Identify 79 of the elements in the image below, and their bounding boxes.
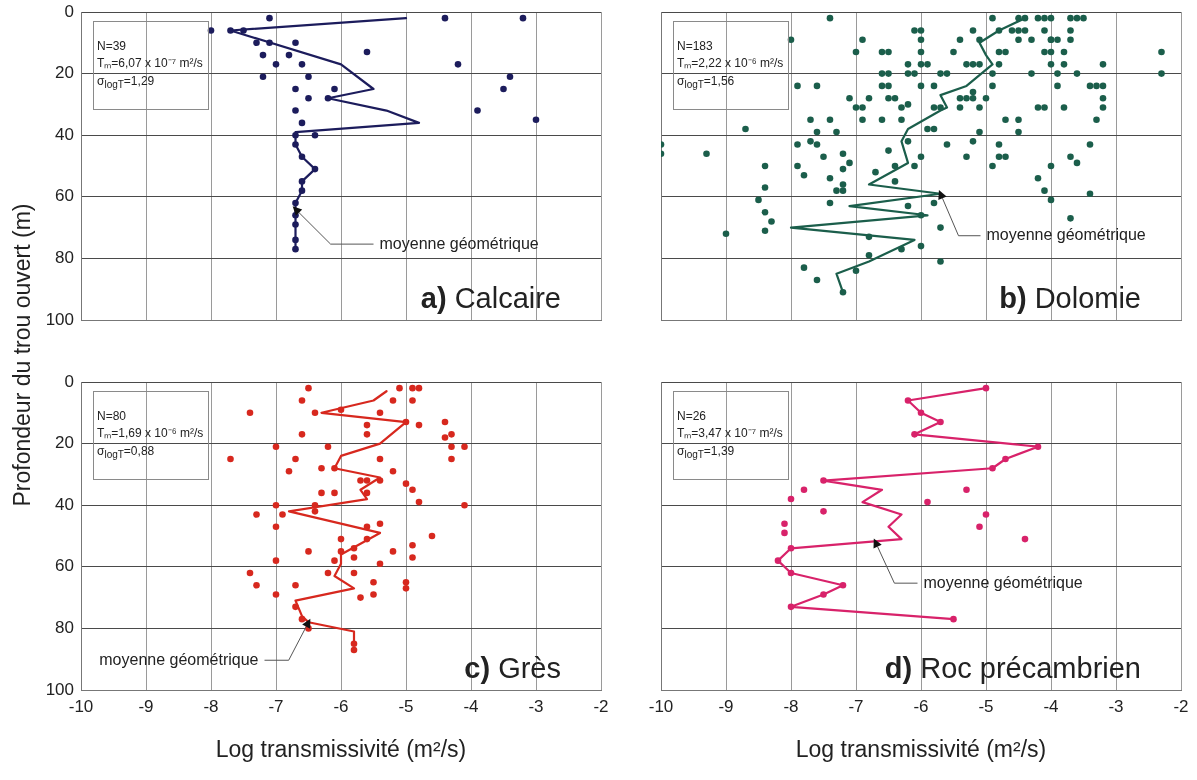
point — [331, 85, 338, 93]
y-tick-label: 20 — [55, 63, 74, 83]
point — [787, 495, 795, 503]
x-tick-label: -3 — [1108, 696, 1124, 716]
x-tick-label: -8 — [783, 696, 799, 716]
y-tick-label: 100 — [45, 679, 74, 699]
point — [982, 511, 990, 518]
x-tick-label: -9 — [138, 696, 154, 716]
point — [532, 116, 540, 124]
annotation: moyenne géométrique — [99, 650, 259, 668]
point — [474, 107, 481, 114]
x-axis-title: Log transmissivité (m²/s) — [795, 736, 1047, 763]
point — [272, 61, 280, 68]
point — [259, 51, 267, 59]
x-tick-label: -8 — [203, 696, 219, 716]
y-tick-label: 0 — [64, 371, 74, 391]
point — [506, 73, 514, 80]
point — [1021, 535, 1029, 543]
point — [298, 61, 306, 68]
point — [820, 508, 827, 515]
point — [963, 486, 970, 494]
point — [305, 94, 312, 102]
x-axis-title: Log transmissivité (m²/s) — [215, 736, 467, 763]
point — [305, 73, 312, 80]
point — [298, 119, 306, 127]
point — [292, 85, 299, 93]
x-tick-label: -4 — [1043, 696, 1059, 716]
point — [292, 39, 299, 47]
note-box: N=39 Tₘ=6,07 x 10⁻⁷ m²/s σ$_{logT}$=1,29 — [93, 21, 209, 110]
point — [207, 27, 215, 34]
x-tick-label: -10 — [648, 696, 674, 716]
x-tick-label: -5 — [978, 696, 994, 716]
point — [924, 498, 931, 506]
x-tick-label: -2 — [593, 696, 609, 716]
x-tick-label: -9 — [718, 696, 734, 716]
annotation: moyenne géométrique — [923, 573, 1083, 591]
text: b) Dolomie — [999, 282, 1142, 314]
point — [292, 107, 299, 114]
note-box: N=26 Tₘ=3,47 x 10⁻⁷ m²/s σ$_{logT}$=1,39 — [673, 391, 789, 480]
x-tick-label: -10 — [68, 696, 94, 716]
x-tick-label: -6 — [333, 696, 349, 716]
y-tick-label: 60 — [55, 556, 74, 576]
point — [976, 523, 983, 531]
x-tick-label: -2 — [1173, 696, 1189, 716]
y-tick-label: 40 — [55, 494, 74, 514]
y-tick-label: 0 — [64, 1, 74, 21]
point — [454, 61, 462, 68]
x-tick-label: -7 — [848, 696, 864, 716]
y-axis-title: Profondeur du trou ouvert (m) — [8, 203, 36, 507]
point — [266, 14, 273, 22]
point — [800, 486, 808, 494]
x-tick-label: -5 — [398, 696, 414, 716]
annotation: moyenne géométrique — [986, 226, 1146, 244]
x-tick-label: -7 — [268, 696, 284, 716]
y-tick-label: 100 — [45, 309, 74, 329]
point — [441, 14, 449, 22]
y-tick-label: 40 — [55, 124, 74, 144]
text: d) Roc précambrien — [884, 652, 1141, 684]
note-box: N=80 Tₘ=1,69 x 10⁻⁶ m²/s σ$_{logT}$=0,88 — [93, 391, 210, 480]
point — [363, 48, 371, 56]
point — [500, 85, 507, 93]
y-tick-label: 80 — [55, 248, 74, 268]
point — [519, 14, 527, 22]
point — [311, 131, 319, 139]
point — [781, 529, 788, 537]
point — [253, 39, 260, 47]
point — [259, 73, 267, 80]
y-tick-label: 20 — [55, 433, 74, 453]
point — [285, 51, 293, 59]
x-tick-label: -6 — [913, 696, 929, 716]
y-tick-label: 80 — [55, 618, 74, 638]
annotation: moyenne géométrique — [379, 234, 539, 252]
text: a) Calcaire — [420, 282, 562, 314]
note-box: N=183 Tₘ=2,22 x 10⁻⁶ m²/s σ$_{logT}$=1,56 — [673, 21, 790, 110]
point — [781, 520, 788, 527]
x-tick-label: -3 — [528, 696, 544, 716]
text: c) Grès — [464, 652, 562, 684]
x-tick-label: -4 — [463, 696, 479, 716]
y-tick-label: 60 — [55, 186, 74, 206]
